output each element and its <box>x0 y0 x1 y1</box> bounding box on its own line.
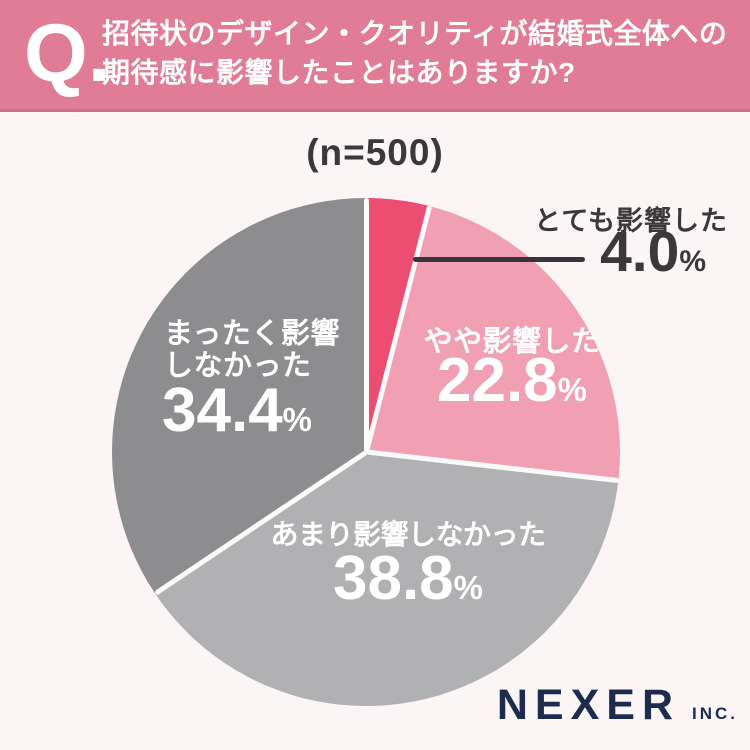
brand-suffix: INC. <box>692 704 738 723</box>
brand-name: NEXER <box>496 681 680 729</box>
slice-value-mattaku: 34.4% <box>162 378 312 444</box>
slice-label-mattaku: まったく影響 しなかった <box>164 318 340 382</box>
callout-leader-line <box>413 257 585 262</box>
slice-label-mattaku-line2: しなかった <box>164 350 312 382</box>
callout-value-totemo-percent-sign: % <box>679 245 706 278</box>
slice-label-mattaku-line1: まったく影響 <box>164 318 340 350</box>
question-line-1: 招待状のデザイン・クオリティが結婚式全体への <box>102 18 728 49</box>
slice-value-yaya: 22.8% <box>382 348 642 414</box>
slice-value-amari-number: 38.8 <box>332 544 454 613</box>
q-badge: Q. <box>24 8 111 99</box>
slice-value-yaya-number: 22.8 <box>436 346 558 415</box>
slice-value-mattaku-percent-sign: % <box>282 401 313 438</box>
question-line-2: 期待感に影響したことはありますか? <box>102 57 576 88</box>
brand-logo: NEXER INC. <box>497 681 738 730</box>
slice-value-mattaku-number: 34.4 <box>162 376 283 445</box>
sample-size: (n=500) <box>306 132 444 173</box>
question-banner: Q. 招待状のデザイン・クオリティが結婚式全体への 期待感に影響したことはありま… <box>0 0 750 112</box>
slice-value-amari-percent-sign: % <box>453 569 483 606</box>
slice-value-amari: 38.8% <box>258 546 558 612</box>
callout-value-totemo: 4.0% <box>600 222 706 282</box>
question-text: 招待状のデザイン・クオリティが結婚式全体への 期待感に影響したことはありますか? <box>102 14 727 92</box>
slice-value-yaya-percent-sign: % <box>557 371 587 408</box>
slice-label-amari: あまり影響しなかった <box>270 519 546 550</box>
slice-separator <box>363 198 369 452</box>
callout-label-totemo: とても影響した <box>534 206 728 236</box>
slice-label-yaya: やや影響した <box>423 326 601 358</box>
callout-value-totemo-number: 4.0 <box>600 220 680 284</box>
pie-chart: やや影響した 22.8% まったく影響 しなかった 34.4% あまり影響しなか… <box>112 198 620 706</box>
